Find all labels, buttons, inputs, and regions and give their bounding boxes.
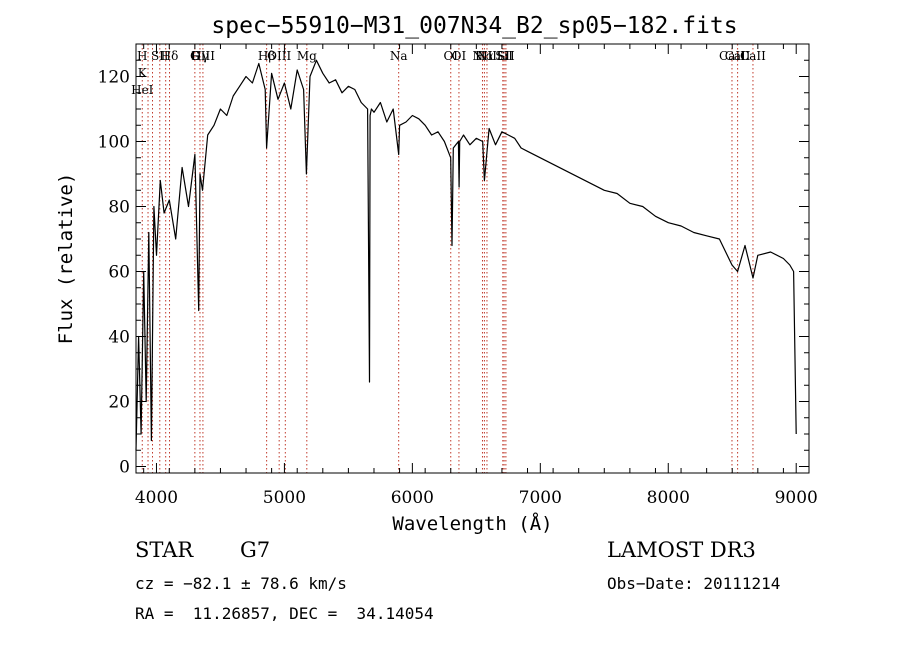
marker-label-8542-0: CaII xyxy=(725,49,751,63)
cz-readout: cz = −82.1 ± 78.6 km/s xyxy=(135,574,347,593)
x-tick-label-4000: 4000 xyxy=(135,488,178,508)
y-tick-label-60: 60 xyxy=(108,263,130,283)
marker-label-4861-0: Hβ xyxy=(258,49,275,63)
x-axis-label: Wavelength (Å) xyxy=(392,512,552,535)
marker-label-5893-0: Na xyxy=(390,49,408,63)
plot-frame xyxy=(135,43,810,474)
y-tick-label-100: 100 xyxy=(98,133,130,153)
x-tick-label-9000: 9000 xyxy=(775,488,818,508)
marker-label-8662-0: CaII xyxy=(740,49,766,63)
y-tick-label-20: 20 xyxy=(108,393,130,413)
x-tick-label-5000: 5000 xyxy=(263,488,306,508)
y-tick-label-0: 0 xyxy=(119,458,130,478)
x-tick-label-7000: 7000 xyxy=(519,488,562,508)
marker-label-6548-0: NII xyxy=(472,49,492,63)
marker-label-6563-0: Hα xyxy=(475,49,494,63)
marker-label-4300-0: G xyxy=(190,49,200,63)
marker-label-6731-0: SII xyxy=(497,49,515,63)
y-tick-label-80: 80 xyxy=(108,198,130,218)
y-axis-label: Flux (relative) xyxy=(55,173,77,345)
x-tick-label-8000: 8000 xyxy=(647,488,690,508)
marker-label-6583-0: NII xyxy=(477,49,497,63)
marker-label-4026-0: SII xyxy=(151,49,169,63)
spectrum-line xyxy=(135,59,797,451)
marker-label-3889-0: H xyxy=(137,49,147,63)
object-class: STAR xyxy=(135,538,194,562)
marker-label-4102-0: Hδ xyxy=(161,49,179,63)
obs-date: Obs−Date: 20111214 xyxy=(607,574,781,593)
marker-label-6300-0: OI xyxy=(443,49,458,63)
chart-title: spec−55910−M31_007N34_B2_sp05−182.fits xyxy=(211,13,737,39)
marker-label-6707-0: Li xyxy=(497,49,509,63)
marker-label-6364-0: OI xyxy=(452,49,467,63)
marker-label-4340-0: Hγ xyxy=(191,49,209,63)
marker-label-5175-0: Mg xyxy=(297,49,317,63)
x-tick-label-6000: 6000 xyxy=(391,488,434,508)
marker-label-8498-0: CaII xyxy=(719,49,745,63)
y-tick-label-40: 40 xyxy=(108,328,130,348)
coordinates: RA = 11.26857, DEC = 34.14054 xyxy=(135,604,434,623)
marker-label-6717-0: SII xyxy=(495,49,513,63)
marker-label-3889-1: K xyxy=(138,66,148,80)
marker-label-4363-0: OIII xyxy=(191,49,215,63)
survey-label: LAMOST DR3 xyxy=(607,538,756,562)
object-subclass: G7 xyxy=(240,538,271,562)
y-tick-label-120: 120 xyxy=(98,68,130,88)
marker-label-3889-2: HeI xyxy=(131,83,154,97)
marker-label-4959-0: OIII xyxy=(267,49,291,63)
